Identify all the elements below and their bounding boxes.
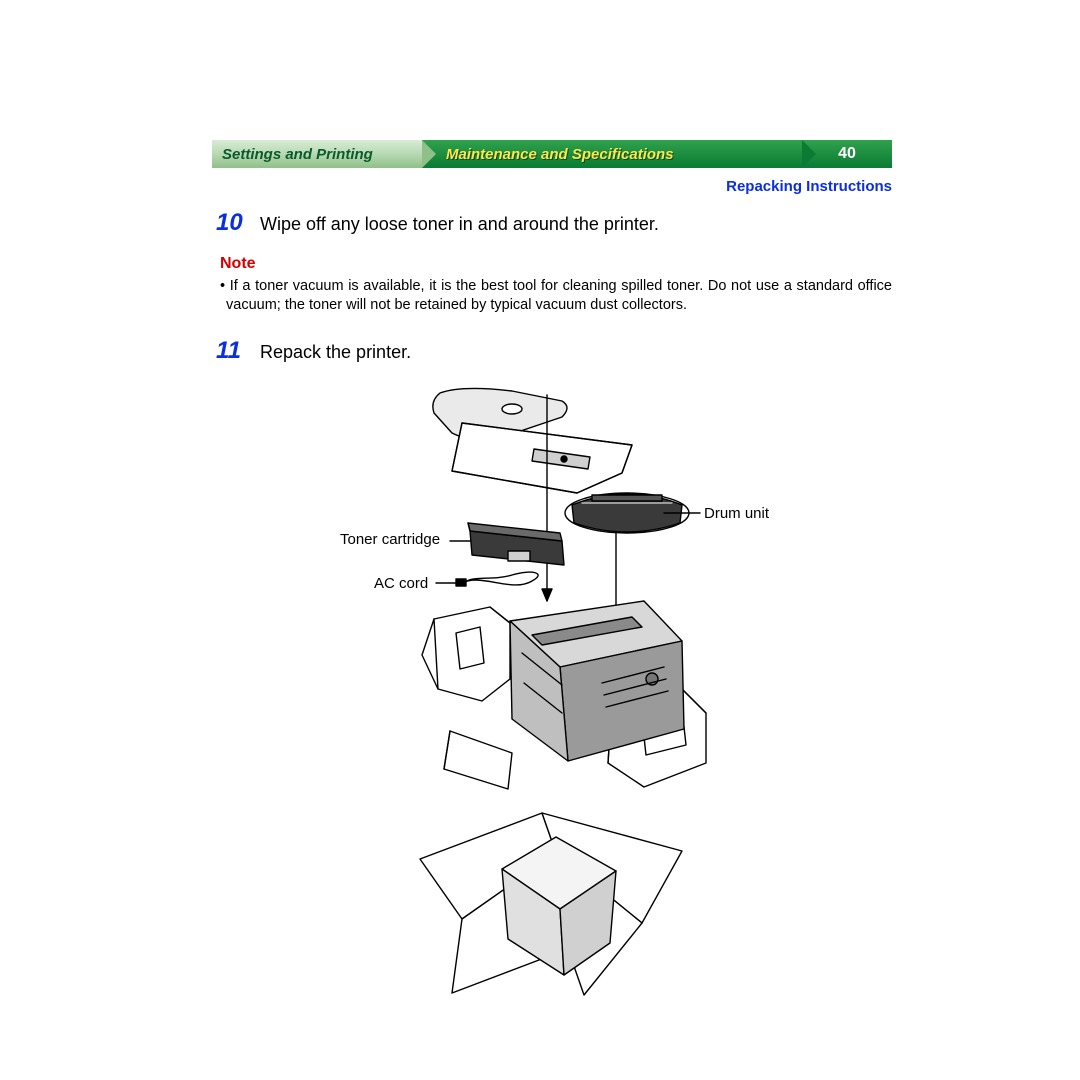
manual-page: Settings and Printing Maintenance and Sp… <box>0 0 1080 1080</box>
note-heading: Note <box>220 255 892 273</box>
open-box <box>420 813 682 995</box>
label-drum-unit: Drum unit <box>704 505 769 522</box>
note-body: If a toner vacuum is available, it is th… <box>220 277 892 315</box>
label-ac-cord: AC cord <box>374 575 428 592</box>
tab-left-label: Settings and Printing <box>222 146 373 163</box>
step-10: 10 Wipe off any loose toner in and aroun… <box>212 209 892 237</box>
ac-cord <box>456 572 538 586</box>
top-tray <box>452 423 632 493</box>
header-bar: Settings and Printing Maintenance and Sp… <box>212 140 892 168</box>
content-area: Settings and Printing Maintenance and Sp… <box>212 140 892 1003</box>
step-11-text: Repack the printer. <box>260 340 411 364</box>
tab-maintenance-specs[interactable]: Maintenance and Specifications <box>422 140 802 168</box>
diagram-svg <box>212 383 892 1003</box>
section-link-text: Repacking Instructions <box>726 178 892 195</box>
label-toner-cartridge: Toner cartridge <box>340 531 440 548</box>
page-number: 40 <box>838 145 856 163</box>
step-10-text: Wipe off any loose toner in and around t… <box>260 212 659 236</box>
section-link[interactable]: Repacking Instructions <box>212 178 892 195</box>
step-10-number: 10 <box>212 209 260 237</box>
tab-mid-label: Maintenance and Specifications <box>446 146 674 163</box>
step-11: 11 Repack the printer. <box>212 337 892 365</box>
toner-cartridge <box>468 523 564 565</box>
repack-diagram: Toner cartridge AC cord Drum unit <box>212 383 892 1003</box>
step-11-number: 11 <box>212 337 260 365</box>
tab-settings-printing[interactable]: Settings and Printing <box>212 140 422 168</box>
note-block: Note If a toner vacuum is available, it … <box>220 255 892 315</box>
